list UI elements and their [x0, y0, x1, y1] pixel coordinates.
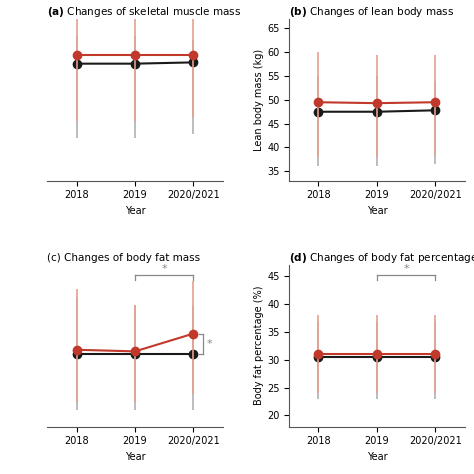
Y-axis label: Lean body mass (kg): Lean body mass (kg): [254, 49, 264, 151]
X-axis label: Year: Year: [366, 452, 387, 462]
X-axis label: Year: Year: [125, 206, 146, 216]
Y-axis label: Body fat percentage (%): Body fat percentage (%): [254, 286, 264, 405]
Text: $\bf{(a)}$ Changes of skeletal muscle mass: $\bf{(a)}$ Changes of skeletal muscle ma…: [47, 5, 242, 19]
Text: *: *: [403, 264, 409, 274]
Text: $\bf{(d)}$ Changes of body fat percentage: $\bf{(d)}$ Changes of body fat percentag…: [289, 251, 474, 264]
Text: $\bf{(b)}$ Changes of lean body mass: $\bf{(b)}$ Changes of lean body mass: [289, 5, 455, 19]
X-axis label: Year: Year: [125, 452, 146, 462]
Text: *: *: [162, 264, 167, 274]
X-axis label: Year: Year: [366, 206, 387, 216]
Text: (c) Changes of body fat mass: (c) Changes of body fat mass: [47, 253, 201, 263]
Text: *: *: [207, 339, 212, 349]
